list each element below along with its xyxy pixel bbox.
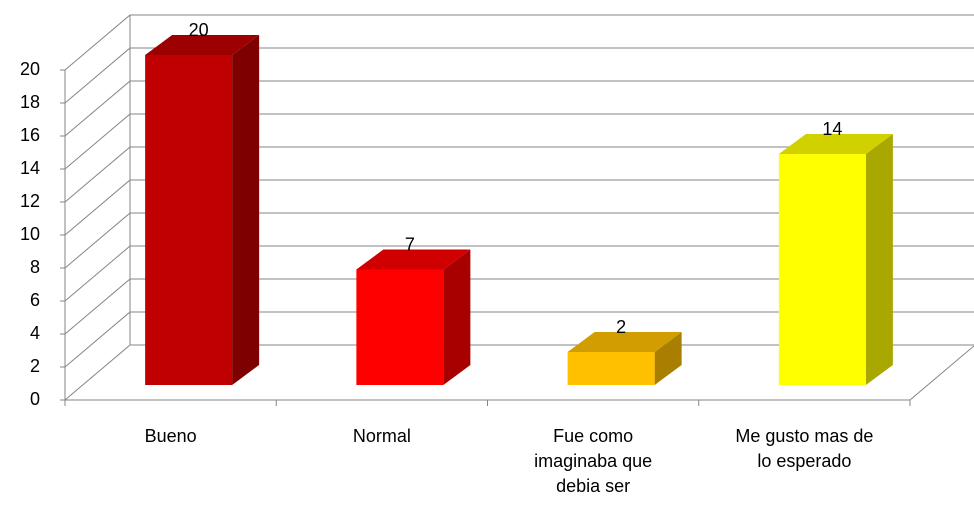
bar — [778, 154, 866, 385]
x-tick-label: Me gusto mas de lo esperado — [735, 426, 874, 471]
y-tick-label: 6 — [30, 290, 40, 310]
bar-side — [232, 35, 260, 385]
bar — [145, 55, 233, 385]
bar — [567, 352, 655, 385]
value-label: 7 — [405, 234, 415, 254]
y-tick-label: 18 — [20, 92, 40, 112]
y-tick-label: 10 — [20, 224, 40, 244]
y-tick-label: 12 — [20, 191, 40, 211]
bar-side — [443, 249, 471, 385]
value-label: 2 — [616, 317, 626, 337]
bar-side — [865, 134, 893, 385]
y-tick-label: 16 — [20, 125, 40, 145]
x-tick-label: Bueno — [144, 426, 197, 446]
y-tick-label: 4 — [30, 323, 40, 343]
y-tick-label: 2 — [30, 356, 40, 376]
bar-top — [567, 332, 682, 352]
value-label: 14 — [822, 119, 842, 139]
x-tick-label: Fue como imaginaba que debia ser — [534, 426, 653, 496]
x-tick-label: Normal — [352, 426, 411, 446]
bar — [356, 269, 444, 385]
value-label: 20 — [189, 20, 209, 40]
y-tick-label: 8 — [30, 257, 40, 277]
bar-top — [145, 35, 260, 55]
y-tick-label: 0 — [30, 389, 40, 409]
bar-side — [654, 332, 682, 385]
bar-top — [356, 249, 471, 270]
y-tick-label: 20 — [20, 59, 40, 79]
bar-top — [778, 134, 893, 154]
y-tick-label: 14 — [20, 158, 40, 178]
